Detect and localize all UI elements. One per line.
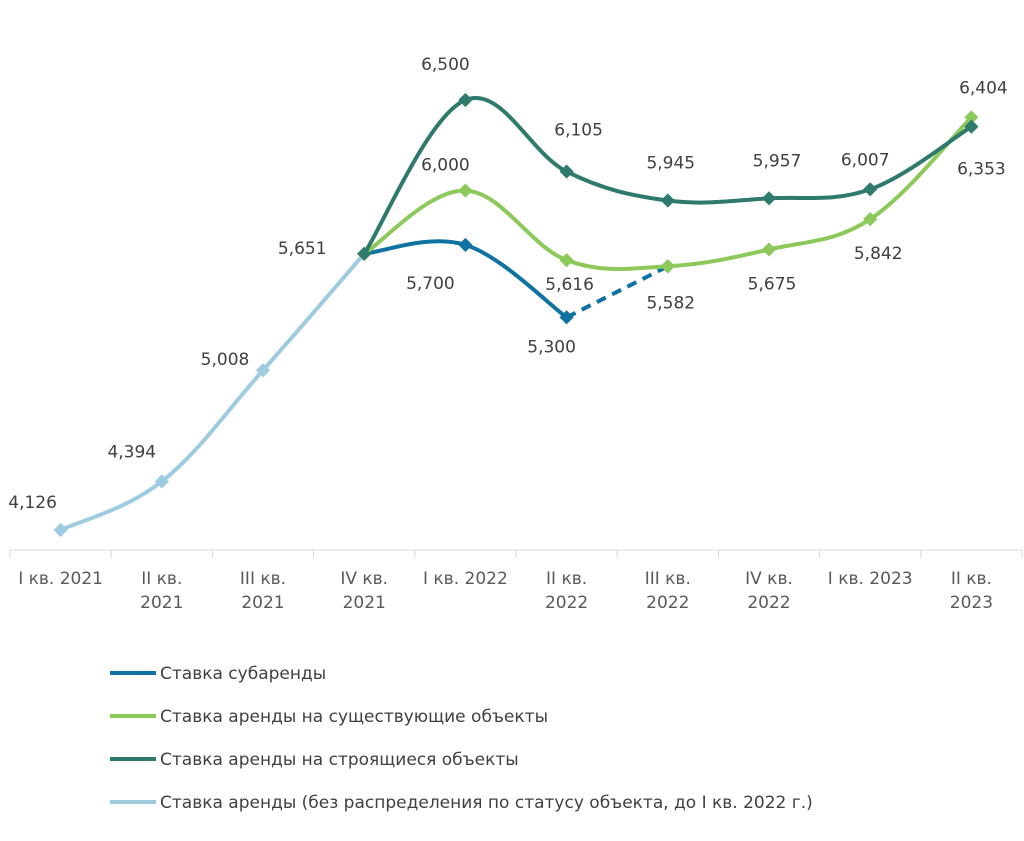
series-1-point-6 bbox=[660, 259, 675, 274]
series-layer bbox=[53, 92, 979, 538]
x-tick-label: I кв. 2023 bbox=[828, 569, 913, 589]
data-label: 4,126 bbox=[8, 493, 57, 513]
series-1-point-7 bbox=[761, 242, 777, 257]
data-label: 5,957 bbox=[753, 151, 802, 171]
x-tick-label: 2021 bbox=[241, 593, 284, 613]
x-tick-label: I кв. 2021 bbox=[18, 569, 103, 589]
x-tick-label: 2022 bbox=[747, 593, 790, 613]
x-tick-label: III кв. bbox=[645, 569, 691, 589]
legend-label: Ставка субаренды bbox=[160, 664, 326, 684]
data-label: 5,842 bbox=[854, 244, 903, 264]
data-label: 5,300 bbox=[527, 337, 576, 357]
series-0-point-5 bbox=[559, 310, 574, 325]
x-tick-label: II кв. bbox=[951, 569, 992, 589]
data-label: 5,616 bbox=[545, 275, 594, 295]
data-label: 5,675 bbox=[748, 274, 797, 294]
series-2-point-7 bbox=[761, 191, 777, 206]
series-2-point-8 bbox=[863, 182, 878, 197]
series-1-point-9 bbox=[964, 110, 979, 125]
series-2-point-4 bbox=[458, 92, 473, 108]
data-label: 5,651 bbox=[278, 239, 327, 259]
legend-label: Ставка аренды (без распределения по стат… bbox=[160, 793, 813, 813]
data-label: 5,945 bbox=[646, 154, 695, 174]
series-0-point-4 bbox=[458, 237, 473, 252]
data-label: 6,404 bbox=[959, 78, 1008, 98]
x-tick-label: III кв. bbox=[240, 569, 286, 589]
data-label: 6,007 bbox=[841, 150, 890, 170]
legend-label: Ставка аренды на строящиеся объекты bbox=[160, 750, 519, 770]
series-3-point-2 bbox=[255, 363, 271, 378]
x-axis: I кв. 2021 II кв. 2021 III кв. 2021 IV кв. 202… bbox=[9, 549, 1023, 613]
x-tick-label: 2022 bbox=[545, 593, 588, 613]
legend: Ставка субаренды Ставка аренды на существ… bbox=[110, 664, 813, 813]
x-tick-label: II кв. bbox=[546, 569, 587, 589]
data-label: 5,700 bbox=[406, 274, 455, 294]
x-tick-label: IV кв. bbox=[340, 569, 388, 589]
x-tick-label: II кв. bbox=[141, 569, 182, 589]
series-2-point-5 bbox=[559, 164, 574, 179]
series-line-2 bbox=[362, 96, 973, 255]
data-label: 5,008 bbox=[201, 350, 250, 370]
series-2-point-3 bbox=[357, 246, 372, 261]
series-3-point-0 bbox=[53, 522, 68, 538]
series-1-point-5 bbox=[559, 253, 574, 268]
series-2-point-6 bbox=[660, 193, 675, 208]
series-3-point-1 bbox=[154, 474, 169, 489]
data-label: 6,105 bbox=[554, 121, 603, 141]
x-tick-label: 2022 bbox=[646, 593, 689, 613]
series-1-point-4 bbox=[458, 183, 473, 198]
data-label: 6,000 bbox=[421, 156, 470, 176]
series-line-3 bbox=[59, 252, 366, 532]
x-tick-label: 2023 bbox=[950, 593, 993, 613]
data-label: 4,394 bbox=[107, 442, 156, 462]
series-line-0 bbox=[363, 239, 568, 319]
data-label: 6,500 bbox=[421, 55, 470, 75]
legend-label: Ставка аренды на существующие объекты bbox=[160, 707, 548, 727]
series-line-0-forecast bbox=[565, 264, 669, 320]
data-label: 6,353 bbox=[957, 160, 1006, 180]
data-labels: 5,700 5,300 6,000 5,616 5,582 5,675 5,842 6,404… bbox=[8, 55, 1007, 513]
data-label: 5,582 bbox=[646, 293, 695, 313]
x-tick-label: 2021 bbox=[343, 593, 386, 613]
x-tick-label: I кв. 2022 bbox=[423, 569, 508, 589]
x-tick-label: 2021 bbox=[140, 593, 183, 613]
x-tick-label: IV кв. bbox=[745, 569, 793, 589]
series-1-point-8 bbox=[863, 212, 878, 227]
series-2-point-9 bbox=[964, 119, 979, 134]
